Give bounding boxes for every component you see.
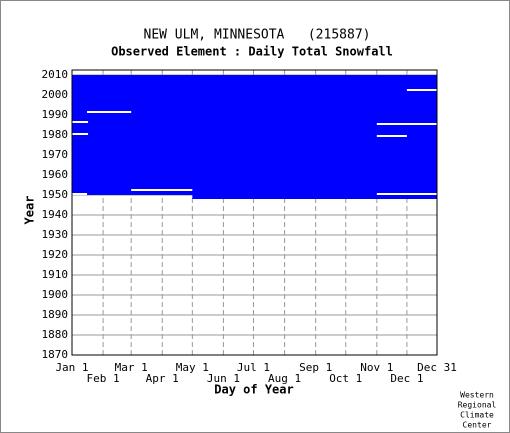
data-gap bbox=[72, 121, 89, 123]
data-gap bbox=[131, 189, 193, 191]
x-tick-label: Feb 1 bbox=[87, 372, 120, 385]
data-block bbox=[192, 195, 437, 199]
y-tick-label: 1950 bbox=[42, 188, 69, 201]
y-tick-label: 1930 bbox=[42, 228, 69, 241]
y-tick-label: 1980 bbox=[42, 128, 69, 141]
x-tick-label: Oct 1 bbox=[329, 372, 362, 385]
chart-title: NEW ULM, MINNESOTA (215887) bbox=[144, 28, 371, 43]
data-block bbox=[72, 75, 437, 195]
y-tick-label: 1880 bbox=[42, 328, 69, 341]
credit: Climate bbox=[460, 411, 494, 420]
x-tick-label: May 1 bbox=[176, 361, 209, 374]
data-gap bbox=[87, 111, 132, 113]
x-tick-label: Mar 1 bbox=[115, 361, 148, 374]
data-gap bbox=[376, 123, 437, 125]
chart-subtitle: Observed Element : Daily Total Snowfall bbox=[111, 45, 393, 59]
data-gap bbox=[376, 193, 437, 195]
y-tick-label: 1910 bbox=[42, 268, 69, 281]
data-gap bbox=[376, 135, 407, 137]
x-tick-label: Dec 31 bbox=[417, 361, 457, 374]
y-tick-label: 1960 bbox=[42, 168, 69, 181]
x-tick-label: Jun 1 bbox=[207, 372, 240, 385]
x-tick-label: Aug 1 bbox=[268, 372, 301, 385]
y-tick-label: 1890 bbox=[42, 308, 69, 321]
credit: Center bbox=[463, 421, 492, 430]
x-tick-label: Nov 1 bbox=[360, 361, 393, 374]
y-tick-label: 1940 bbox=[42, 208, 69, 221]
y-tick-label: 1870 bbox=[42, 348, 69, 361]
y-tick-label: 1970 bbox=[42, 148, 69, 161]
x-tick-label: Apr 1 bbox=[146, 372, 179, 385]
data-gap bbox=[72, 133, 89, 135]
credit: Western bbox=[460, 391, 494, 400]
x-tick-label: Jul 1 bbox=[237, 361, 270, 374]
x-tick-label: Jan 1 bbox=[55, 361, 88, 374]
y-tick-label: 2010 bbox=[42, 68, 69, 81]
y-tick-label: 2000 bbox=[42, 88, 69, 101]
y-tick-label: 1920 bbox=[42, 248, 69, 261]
x-tick-label: Sep 1 bbox=[299, 361, 332, 374]
y-tick-label: 1990 bbox=[42, 108, 69, 121]
data-gap bbox=[406, 89, 437, 91]
y-axis-label: Year bbox=[23, 196, 37, 225]
y-tick-label: 1900 bbox=[42, 288, 69, 301]
x-axis-label: Day of Year bbox=[214, 383, 293, 397]
credit: Regional bbox=[458, 401, 497, 410]
data-gap bbox=[72, 193, 88, 195]
x-tick-label: Dec 1 bbox=[390, 372, 423, 385]
plot-border bbox=[71, 69, 438, 356]
